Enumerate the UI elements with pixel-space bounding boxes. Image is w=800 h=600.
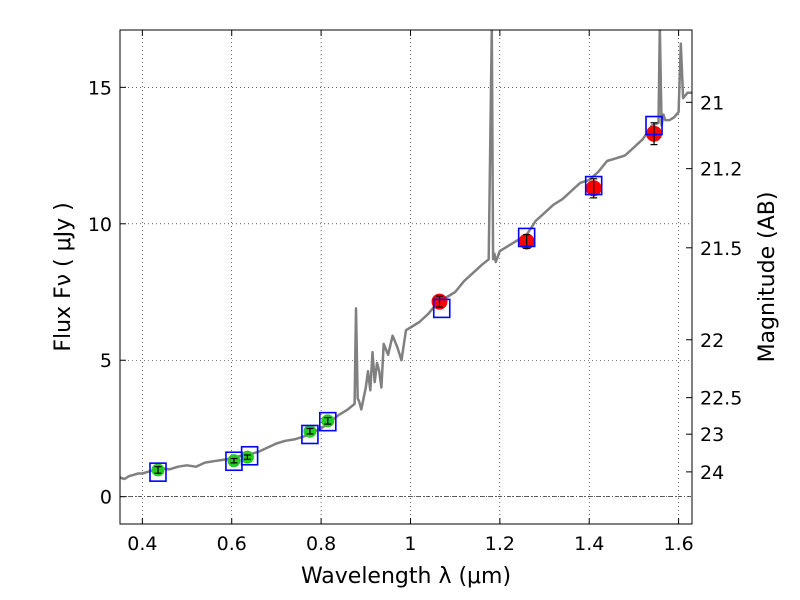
y-tick-label: 10 xyxy=(88,214,112,236)
model-band-square xyxy=(149,462,167,482)
plot-frame xyxy=(119,29,693,525)
model-band-square xyxy=(432,298,451,319)
x-tick-label: 1 xyxy=(404,533,416,555)
model-band-square xyxy=(584,175,603,196)
y-axis-label: Flux Fν ( μJy ) xyxy=(51,202,76,351)
x-tick-label: 0.8 xyxy=(306,533,336,555)
model-band-square xyxy=(645,115,663,136)
mag-tick-label: 21.2 xyxy=(700,159,742,181)
x-tick-label: 1.6 xyxy=(663,533,693,555)
y-tick-label: 15 xyxy=(88,77,112,99)
x-tick-label: 1.2 xyxy=(485,533,515,555)
error-bar xyxy=(306,427,314,435)
error-bar xyxy=(650,122,658,146)
model-band-square xyxy=(517,227,536,248)
mag-tick-label: 22.5 xyxy=(700,388,742,410)
y-tick-label: 5 xyxy=(100,350,112,372)
mag-tick-label: 24 xyxy=(700,462,724,484)
error-bar xyxy=(243,454,251,460)
model-band-square xyxy=(318,411,337,432)
gridlines xyxy=(120,30,692,524)
y-tick-label: 0 xyxy=(100,487,112,509)
mag-tick-label: 23 xyxy=(700,424,724,446)
error-bar xyxy=(230,457,238,464)
model-band-square xyxy=(301,424,319,445)
error-bar xyxy=(436,295,444,308)
mag-tick-label: 21.5 xyxy=(700,238,742,260)
x-tick-label: 0.4 xyxy=(127,533,157,555)
right-axis-label: Magnitude (AB) xyxy=(755,192,780,363)
x-axis-label: Wavelength λ (μm) xyxy=(301,564,511,589)
x-tick-label: 0.6 xyxy=(217,533,247,555)
mag-tick-label: 21 xyxy=(700,92,724,114)
error-bar xyxy=(324,416,332,425)
x-tick-label: 1.4 xyxy=(574,533,604,555)
model-band-square xyxy=(240,445,259,466)
error-bar xyxy=(154,466,162,474)
mag-tick-label: 22 xyxy=(700,330,724,352)
